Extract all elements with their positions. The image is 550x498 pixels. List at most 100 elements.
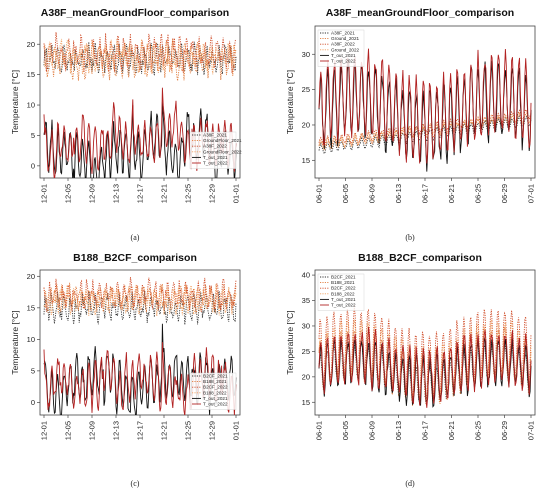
- legend-label: T_out_2022: [203, 402, 228, 407]
- y-tick-label: 30: [302, 322, 310, 331]
- panel-label-a: (a): [131, 233, 140, 242]
- legend-box: [189, 131, 237, 169]
- legend-b: A38F_2021Ground_2021A38F_2022Ground_2022…: [317, 29, 365, 67]
- x-tick-label: 06-17: [421, 184, 430, 203]
- x-tick-label: 06-25: [474, 421, 483, 440]
- x-tick-label: 06-09: [368, 184, 377, 203]
- series-line-b188-2022: [43, 283, 237, 317]
- series-line-b2cf-2022: [43, 277, 237, 313]
- series-line-b188-2022: [318, 319, 532, 404]
- x-tick-label: 06-13: [394, 184, 403, 203]
- x-tick-label: 06-05: [341, 421, 350, 440]
- x-tick-label: 06-29: [500, 421, 509, 440]
- legend-d: B2CF_2021B188_2021B2CF_2022B188_2022T_ou…: [317, 273, 365, 311]
- series-line-b2cf-2021: [43, 290, 237, 325]
- y-tick-label: 20: [27, 40, 35, 49]
- legend-label: GroundFloor_2021: [203, 138, 242, 143]
- x-tick-label: 12-09: [88, 184, 97, 203]
- x-tick-label: 06-01: [315, 421, 324, 440]
- x-tick-label: 06-17: [421, 421, 430, 440]
- x-tick-label: 12-29: [208, 421, 217, 440]
- x-tick-label: 06-09: [368, 421, 377, 440]
- legend-label: A38F_2022: [331, 42, 355, 47]
- legend-label: T_out_2022: [331, 59, 356, 64]
- x-tick-label: 12-01: [40, 421, 49, 440]
- y-tick-label: 20: [302, 121, 310, 130]
- panel-label-d: (d): [405, 479, 415, 488]
- chart-title-c: B188_B2CF_comparison: [73, 252, 197, 264]
- y-tick-label: 0: [31, 161, 35, 170]
- series-line-groundfloor-2021: [43, 42, 237, 81]
- y-tick-label: 25: [302, 85, 310, 94]
- y-tick-label: 20: [302, 372, 310, 381]
- y-tick-label: 15: [302, 398, 310, 407]
- legend-label: T_out_2022: [203, 161, 228, 166]
- series-group-a: [43, 32, 237, 178]
- x-tick-label: 06-21: [447, 421, 456, 440]
- legend-label: A38F_2021: [203, 133, 227, 138]
- y-tick-label: 15: [302, 156, 310, 165]
- legend-label: Ground_2021: [331, 36, 360, 41]
- x-tick-label: 06-13: [394, 421, 403, 440]
- legend-label: T_out_2022: [331, 303, 356, 308]
- y-tick-label: 15: [27, 70, 35, 79]
- y-tick-label: 35: [302, 296, 310, 305]
- x-tick-label: 12-01: [40, 184, 49, 203]
- series-line-ground-2022: [318, 110, 532, 151]
- y-tick-label: 40: [302, 271, 310, 280]
- y-axis-label-c: Temperature [°C]: [10, 310, 20, 374]
- legend-label: B188_2022: [203, 390, 227, 395]
- chart-title-d: B188_B2CF_comparison: [358, 252, 482, 264]
- legend-a: A38F_2021GroundFloor_2021A38F_2022Ground…: [189, 131, 242, 169]
- y-tick-label: 25: [302, 347, 310, 356]
- x-tick-label: 07-01: [527, 184, 536, 203]
- y-tick-label: 0: [31, 398, 35, 407]
- legend-label: B2CF_2021: [331, 275, 356, 280]
- chart-title-b: A38F_meanGroundFloor_comparison: [326, 7, 514, 19]
- panel-label-b: (b): [405, 233, 415, 242]
- chart-panel-b: A38F_meanGroundFloor_comparison 15 20 25 30 T…: [285, 7, 536, 242]
- y-axis-label-d: Temperature [°C]: [285, 310, 295, 374]
- x-tick-label: 06-29: [500, 184, 509, 203]
- legend-label: T_out_2021: [203, 155, 228, 160]
- y-axis-label-a: Temperature [°C]: [10, 70, 20, 134]
- x-tick-label: 12-29: [208, 184, 217, 203]
- panel-label-c: (c): [131, 479, 140, 488]
- y-tick-label: 20: [27, 272, 35, 281]
- x-tick-label: 12-05: [64, 184, 73, 203]
- legend-box: [317, 29, 365, 67]
- legend-label: T_out_2021: [331, 53, 356, 58]
- chart-panel-a: A38F_meanGroundFloor_comparison 0 5 10 15 20 T…: [10, 7, 242, 242]
- chart-panel-d: B188_B2CF_comparison 15 20 25 30 35 40 Temperat…: [285, 252, 536, 488]
- x-tick-label: 06-25: [474, 184, 483, 203]
- series-line-a38f-2021: [43, 41, 237, 76]
- y-tick-label: 10: [27, 335, 35, 344]
- legend-label: B2CF_2022: [331, 286, 356, 291]
- y-tick-label: 30: [302, 50, 310, 59]
- series-line-a38f-2022: [43, 32, 237, 74]
- legend-c: B2CF_2021B188_2021B2CF_2022B188_2022T_ou…: [189, 372, 237, 410]
- legend-label: B188_2021: [331, 280, 355, 285]
- chart-title-a: A38F_meanGroundFloor_comparison: [41, 7, 229, 19]
- legend-box: [189, 372, 237, 410]
- legend-label: A38F_2021: [331, 31, 355, 36]
- legend-label: B188_2021: [203, 379, 227, 384]
- legend-label: T_out_2021: [203, 396, 228, 401]
- y-tick-label: 15: [27, 303, 35, 312]
- series-group-b: [318, 48, 532, 172]
- x-tick-label: 06-21: [447, 184, 456, 203]
- x-tick-label: 01-01: [232, 184, 241, 203]
- x-tick-label: 12-21: [160, 421, 169, 440]
- legend-label: Ground_2022: [331, 47, 360, 52]
- y-axis-label-b: Temperature [°C]: [285, 70, 295, 134]
- series-line-groundfloor-2022: [43, 38, 237, 75]
- x-tick-label: 06-01: [315, 184, 324, 203]
- x-tick-label: 12-05: [64, 421, 73, 440]
- legend-label: B2CF_2021: [203, 374, 228, 379]
- x-tick-label: 01-01: [232, 421, 241, 440]
- legend-box: [317, 273, 365, 311]
- chart-panel-c: B188_B2CF_comparison 0 5 10 15 20 Temperature …: [10, 252, 241, 488]
- x-tick-label: 12-09: [88, 421, 97, 440]
- x-tick-label: 06-05: [341, 184, 350, 203]
